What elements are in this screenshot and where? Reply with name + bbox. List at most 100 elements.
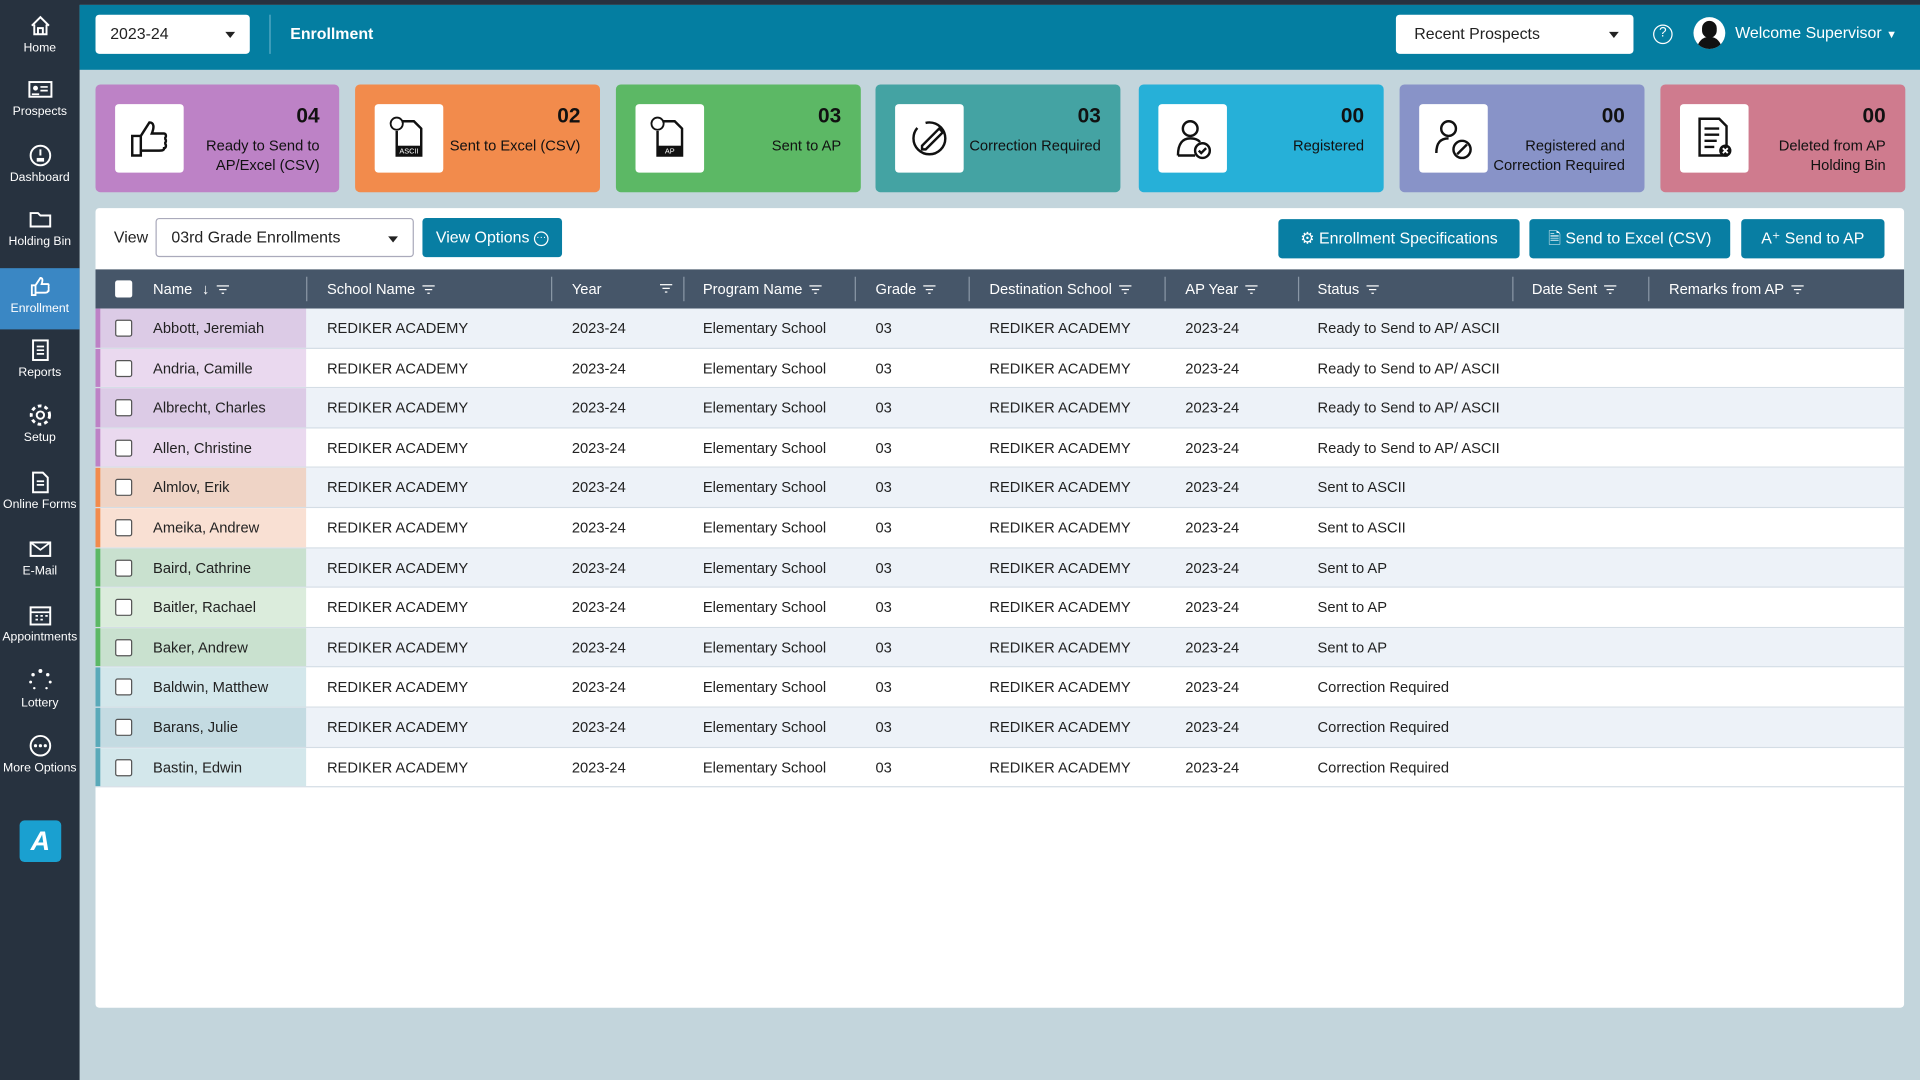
- sidebar-item-enrollment[interactable]: Enrollment: [0, 268, 80, 330]
- column-header-label: Year: [571, 280, 602, 298]
- filter-icon[interactable]: [216, 285, 229, 295]
- cell-program-name: Elementary School: [702, 519, 827, 537]
- table-row[interactable]: Andria, Camille REDIKER ACADEMY 2023-24 Ele…: [95, 348, 1905, 389]
- row-checkbox[interactable]: [115, 439, 133, 457]
- column-header-program-name[interactable]: Program Name: [702, 269, 823, 308]
- cell-name[interactable]: Baitler, Rachael: [153, 599, 256, 617]
- chevron-down-icon: [388, 236, 398, 243]
- column-header-grade[interactable]: Grade: [876, 269, 936, 308]
- sort-down-icon[interactable]: ↓: [202, 280, 210, 298]
- cell-name[interactable]: Almlov, Erik: [153, 479, 230, 497]
- view-options-button[interactable]: View Options ···: [422, 217, 563, 258]
- avatar[interactable]: [1693, 17, 1726, 49]
- table-row[interactable]: Albrecht, Charles REDIKER ACADEMY 2023-24 E…: [95, 388, 1905, 429]
- year-select[interactable]: 2023-24: [95, 14, 250, 54]
- table-row[interactable]: Almlov, Erik REDIKER ACADEMY 2023-24 Elemen…: [95, 468, 1905, 509]
- sidebar-item-holding-bin[interactable]: Holding Bin: [0, 201, 80, 262]
- row-checkbox[interactable]: [115, 599, 133, 617]
- row-checkbox[interactable]: [115, 359, 133, 377]
- cell-name[interactable]: Albrecht, Charles: [153, 399, 266, 417]
- row-checkbox[interactable]: [115, 718, 133, 736]
- cell-name[interactable]: Abbott, Jeremiah: [153, 319, 265, 337]
- status-card-sent-to-excel-csv[interactable]: ASCII 02 Sent to Excel (CSV): [355, 84, 601, 193]
- table-row[interactable]: Abbott, Jeremiah REDIKER ACADEMY 2023-24 El…: [95, 308, 1905, 349]
- table-row[interactable]: Barans, Julie REDIKER ACADEMY 2023-24 Eleme…: [95, 707, 1905, 748]
- row-checkbox[interactable]: [115, 399, 133, 417]
- row-checkbox[interactable]: [115, 638, 133, 657]
- filter-icon[interactable]: [1119, 285, 1132, 295]
- status-card-registered[interactable]: 00 Registered: [1138, 84, 1384, 193]
- column-header-ap-year[interactable]: AP Year: [1185, 269, 1258, 308]
- filter-icon[interactable]: [923, 285, 936, 295]
- table-row[interactable]: Allen, Christine REDIKER ACADEMY 2023-24 El…: [95, 428, 1905, 469]
- filter-icon[interactable]: [1245, 285, 1258, 295]
- send-to-excel-button[interactable]: 🗎 Send to Excel (CSV): [1529, 219, 1731, 259]
- cell-program-name: Elementary School: [702, 678, 827, 696]
- cell-name[interactable]: Bastin, Edwin: [153, 758, 243, 776]
- status-card-sent-to-ap[interactable]: AP 03 Sent to AP: [615, 84, 861, 193]
- table-row[interactable]: Baldwin, Matthew REDIKER ACADEMY 2023-24 El…: [95, 667, 1905, 708]
- cell-ap-year: 2023-24: [1185, 399, 1240, 417]
- sidebar-item-reports[interactable]: Reports: [0, 332, 80, 393]
- send-to-ap-button[interactable]: A⁺ Send to AP: [1741, 219, 1885, 259]
- table-row[interactable]: Baitler, Rachael REDIKER ACADEMY 2023-24 El…: [95, 587, 1905, 628]
- row-checkbox[interactable]: [115, 758, 133, 776]
- sidebar-item-label: Home: [23, 41, 57, 56]
- column-header-year[interactable]: Year: [571, 269, 673, 308]
- row-checkbox[interactable]: [115, 559, 133, 577]
- enrollment-specifications-button[interactable]: ⚙ Enrollment Specifications: [1278, 219, 1520, 259]
- sidebar-item-setup[interactable]: Setup: [0, 397, 80, 458]
- view-select[interactable]: 03rd Grade Enrollments: [155, 217, 414, 258]
- row-checkbox[interactable]: [115, 319, 133, 337]
- status-card-correction-required[interactable]: 03 Correction Required: [875, 84, 1121, 193]
- sidebar-item-prospects[interactable]: Prospects: [0, 71, 80, 132]
- column-header-status[interactable]: Status: [1318, 269, 1379, 308]
- column-header-school-name[interactable]: School Name: [327, 269, 435, 308]
- status-card-registered-and-correction-required[interactable]: 00 Registered and Correction Required: [1399, 84, 1645, 193]
- name-cell-background: [100, 388, 307, 428]
- cell-status: Ready to Send to AP/ ASCII: [1317, 439, 1500, 457]
- table-row[interactable]: Baird, Cathrine REDIKER ACADEMY 2023-24 Ele…: [95, 548, 1905, 588]
- sidebar-item-lottery[interactable]: Lottery: [0, 662, 80, 723]
- row-checkbox[interactable]: [115, 519, 133, 537]
- cell-school-name: REDIKER ACADEMY: [326, 319, 469, 337]
- cell-name[interactable]: Baker, Andrew: [153, 638, 248, 657]
- table-row[interactable]: Bastin, Edwin REDIKER ACADEMY 2023-24 Eleme…: [95, 747, 1905, 788]
- column-header-date-sent[interactable]: Date Sent: [1532, 269, 1617, 308]
- column-header-name[interactable]: Name ↓: [153, 269, 229, 308]
- column-header-remarks-from-ap[interactable]: Remarks from AP: [1669, 269, 1804, 308]
- sidebar-item-online-forms[interactable]: Online Forms: [0, 464, 80, 525]
- status-card-deleted-from-ap-holding-bin[interactable]: 00 Deleted from AP Holding Bin: [1660, 84, 1906, 193]
- card-label: Sent to Excel (CSV): [449, 137, 581, 155]
- filter-icon[interactable]: [422, 285, 435, 295]
- row-checkbox[interactable]: [115, 678, 133, 696]
- filter-icon[interactable]: [1366, 285, 1379, 295]
- sidebar-item-home[interactable]: Home: [0, 7, 80, 68]
- filter-icon[interactable]: [809, 285, 823, 295]
- sidebar-item-appointments[interactable]: Appointments: [0, 596, 80, 657]
- cell-name[interactable]: Andria, Camille: [153, 359, 253, 377]
- filter-icon[interactable]: [1604, 285, 1617, 295]
- sidebar-item-more-options[interactable]: More Options: [0, 727, 80, 788]
- row-checkbox[interactable]: [115, 479, 133, 497]
- help-icon[interactable]: ?: [1653, 24, 1673, 45]
- cell-name[interactable]: Baldwin, Matthew: [153, 678, 269, 696]
- filter-icon[interactable]: [660, 284, 673, 294]
- cell-name[interactable]: Baird, Cathrine: [153, 559, 252, 577]
- cell-name[interactable]: Ameika, Andrew: [153, 519, 260, 537]
- table-row[interactable]: Ameika, Andrew REDIKER ACADEMY 2023-24 Elem…: [95, 508, 1905, 549]
- cell-status: Sent to AP: [1317, 559, 1388, 577]
- column-header-label: Program Name: [702, 280, 803, 298]
- app-logo[interactable]: A: [19, 820, 62, 863]
- sidebar-item-e-mail[interactable]: E-Mail: [0, 530, 80, 591]
- welcome-user-menu[interactable]: Welcome Supervisor ▼: [1735, 5, 1897, 63]
- cell-name[interactable]: Allen, Christine: [153, 439, 252, 457]
- sidebar-item-dashboard[interactable]: Dashboard: [0, 137, 80, 198]
- select-all-checkbox[interactable]: [115, 280, 133, 298]
- status-card-ready-to-send-to-ap-excel-csv[interactable]: 04 Ready to Send to AP/Excel (CSV): [95, 84, 340, 193]
- column-header-destination-school[interactable]: Destination School: [989, 269, 1132, 308]
- recent-prospects-select[interactable]: Recent Prospects: [1395, 14, 1634, 54]
- table-row[interactable]: Baker, Andrew REDIKER ACADEMY 2023-24 Eleme…: [95, 627, 1905, 668]
- cell-name[interactable]: Barans, Julie: [153, 718, 239, 736]
- filter-icon[interactable]: [1791, 285, 1804, 295]
